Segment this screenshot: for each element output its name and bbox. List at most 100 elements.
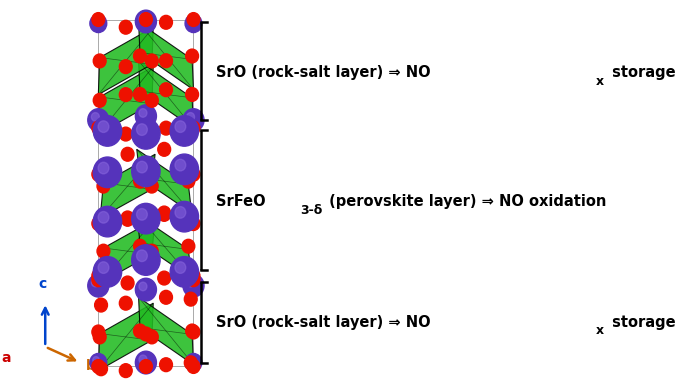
- Polygon shape: [99, 303, 153, 371]
- Circle shape: [158, 142, 171, 156]
- Circle shape: [145, 93, 158, 107]
- Circle shape: [187, 121, 200, 135]
- Circle shape: [187, 269, 200, 283]
- Circle shape: [92, 17, 99, 24]
- Circle shape: [187, 273, 200, 287]
- Circle shape: [93, 206, 122, 237]
- Text: 3-δ: 3-δ: [301, 204, 323, 217]
- Circle shape: [121, 212, 134, 226]
- Circle shape: [88, 109, 109, 132]
- Circle shape: [187, 13, 200, 26]
- Circle shape: [119, 364, 132, 378]
- Circle shape: [92, 356, 99, 363]
- Circle shape: [132, 118, 160, 149]
- Text: a: a: [1, 351, 10, 365]
- Circle shape: [92, 325, 105, 339]
- Circle shape: [98, 212, 109, 223]
- Circle shape: [88, 274, 109, 297]
- Circle shape: [93, 116, 122, 146]
- Circle shape: [145, 54, 158, 68]
- Circle shape: [93, 330, 106, 344]
- Circle shape: [139, 282, 147, 291]
- Circle shape: [121, 211, 134, 225]
- Circle shape: [188, 17, 195, 24]
- Circle shape: [186, 324, 199, 338]
- Text: x: x: [596, 75, 604, 88]
- Circle shape: [158, 207, 171, 221]
- Circle shape: [158, 206, 171, 220]
- Circle shape: [183, 274, 204, 297]
- Text: b: b: [86, 360, 95, 373]
- Circle shape: [160, 358, 173, 372]
- Polygon shape: [99, 67, 153, 134]
- Circle shape: [182, 174, 195, 188]
- Circle shape: [136, 124, 147, 135]
- Polygon shape: [100, 219, 155, 283]
- Circle shape: [139, 14, 147, 22]
- Circle shape: [92, 273, 105, 287]
- Circle shape: [121, 276, 134, 290]
- Circle shape: [187, 325, 200, 339]
- Circle shape: [160, 54, 173, 68]
- Circle shape: [140, 360, 152, 373]
- Circle shape: [184, 356, 197, 370]
- Circle shape: [183, 109, 204, 132]
- Circle shape: [121, 147, 134, 161]
- Circle shape: [185, 353, 202, 372]
- Text: x: x: [596, 324, 604, 337]
- Circle shape: [119, 60, 132, 74]
- Circle shape: [136, 351, 156, 374]
- Circle shape: [90, 353, 107, 372]
- Circle shape: [187, 360, 200, 373]
- Circle shape: [132, 203, 160, 234]
- Circle shape: [145, 179, 158, 193]
- Polygon shape: [137, 149, 192, 213]
- Circle shape: [92, 168, 105, 181]
- Circle shape: [132, 245, 160, 275]
- Circle shape: [188, 356, 195, 363]
- Circle shape: [95, 298, 108, 312]
- Circle shape: [175, 262, 186, 273]
- Circle shape: [145, 244, 158, 258]
- Circle shape: [160, 83, 173, 97]
- Circle shape: [175, 121, 186, 132]
- Circle shape: [132, 156, 160, 187]
- Circle shape: [158, 271, 171, 285]
- Circle shape: [160, 121, 173, 135]
- Polygon shape: [100, 154, 155, 218]
- Circle shape: [136, 161, 147, 173]
- Circle shape: [160, 15, 173, 29]
- Circle shape: [139, 109, 147, 117]
- Polygon shape: [99, 27, 153, 95]
- Circle shape: [160, 290, 173, 304]
- Circle shape: [187, 168, 200, 181]
- Circle shape: [186, 49, 199, 63]
- Circle shape: [184, 292, 197, 306]
- Circle shape: [136, 278, 156, 301]
- Circle shape: [93, 93, 106, 107]
- Circle shape: [185, 14, 202, 33]
- Circle shape: [186, 278, 195, 287]
- Text: (perovskite layer) ⇒ NO oxidation: (perovskite layer) ⇒ NO oxidation: [325, 194, 607, 209]
- Circle shape: [98, 262, 109, 273]
- Circle shape: [97, 244, 110, 258]
- Circle shape: [119, 21, 132, 34]
- Circle shape: [93, 54, 106, 68]
- Circle shape: [187, 217, 200, 231]
- Circle shape: [186, 113, 195, 121]
- Circle shape: [186, 87, 199, 101]
- Circle shape: [136, 10, 156, 33]
- Circle shape: [145, 330, 158, 344]
- Circle shape: [182, 239, 195, 253]
- Text: storage: storage: [607, 65, 676, 80]
- Text: storage: storage: [607, 315, 676, 330]
- Polygon shape: [138, 22, 193, 90]
- Circle shape: [170, 154, 199, 185]
- Polygon shape: [138, 61, 193, 128]
- Circle shape: [139, 355, 147, 364]
- Circle shape: [98, 162, 109, 174]
- Circle shape: [95, 362, 108, 376]
- Text: SrFeO: SrFeO: [216, 194, 266, 209]
- Circle shape: [91, 278, 99, 287]
- Circle shape: [170, 201, 199, 232]
